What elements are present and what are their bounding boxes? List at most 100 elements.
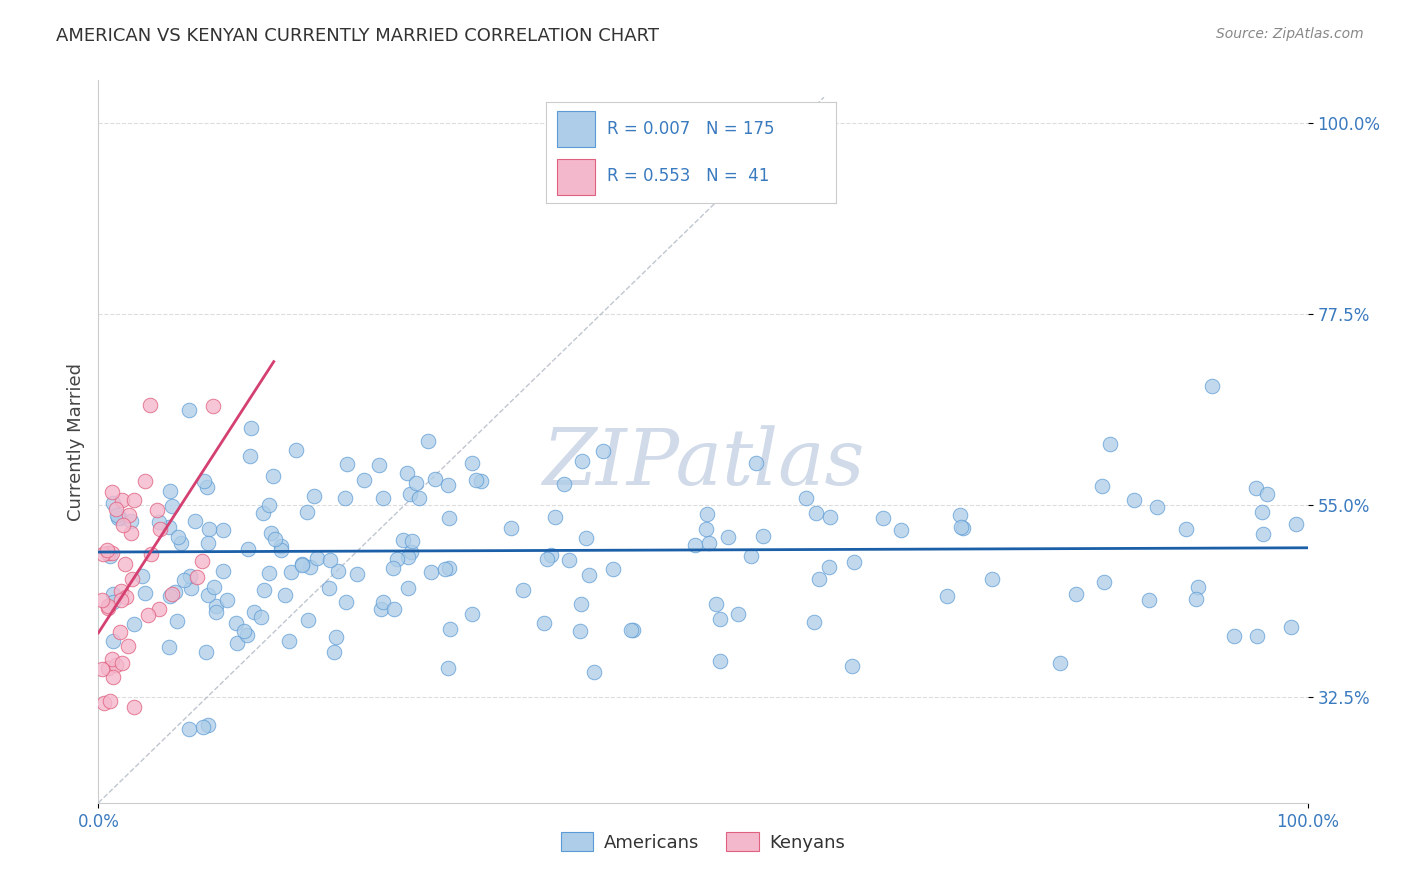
Point (575, 531, 598, 545)
Point (107, 511, 129, 525)
Point (177, 722, 200, 736)
Point (952, 520, 974, 534)
Point (295, 506, 318, 520)
Point (696, 507, 718, 521)
Point (716, 530, 738, 544)
Point (91, 662, 114, 676)
Point (233, 624, 256, 638)
Point (93, 696, 115, 710)
Point (465, 473, 488, 487)
Point (167, 530, 190, 544)
Point (136, 608, 159, 623)
Point (96, 543, 118, 558)
Point (302, 490, 325, 504)
Point (396, 466, 419, 480)
Point (173, 574, 195, 588)
Point (250, 610, 273, 624)
Point (277, 634, 299, 648)
Point (111, 492, 134, 507)
Point (569, 597, 592, 611)
Point (252, 582, 274, 597)
Point (512, 583, 534, 598)
Point (260, 525, 283, 540)
Point (212, 523, 235, 537)
Point (183, 515, 205, 529)
Point (398, 487, 420, 501)
Point (105, 658, 128, 673)
Point (949, 508, 972, 522)
Point (194, 644, 217, 658)
Point (416, 434, 439, 449)
Point (1201, 378, 1223, 392)
Point (398, 549, 420, 564)
Point (148, 516, 170, 530)
Point (569, 624, 592, 638)
Point (583, 665, 606, 679)
Point (794, 491, 817, 506)
Point (235, 628, 257, 642)
Point (818, 560, 841, 574)
Point (122, 617, 145, 632)
Point (499, 521, 522, 535)
Point (1279, 620, 1302, 634)
Point (1090, 478, 1112, 492)
Point (433, 562, 456, 576)
Point (239, 450, 262, 464)
Point (803, 615, 825, 630)
Point (385, 552, 408, 566)
Point (439, 561, 461, 575)
Point (752, 529, 775, 543)
Point (134, 474, 156, 488)
Point (91, 593, 114, 607)
Point (1122, 492, 1144, 507)
Point (325, 630, 347, 644)
Point (540, 548, 562, 562)
Text: ZIPatlas: ZIPatlas (541, 425, 865, 501)
Point (166, 614, 188, 628)
Point (179, 569, 201, 583)
Point (745, 457, 768, 471)
Point (1066, 587, 1088, 601)
Point (695, 522, 717, 536)
Point (134, 586, 156, 600)
Point (114, 590, 136, 604)
Point (981, 572, 1004, 586)
Point (197, 588, 219, 602)
Point (225, 615, 247, 630)
Point (97, 599, 120, 613)
Point (1049, 657, 1071, 671)
Point (139, 398, 162, 412)
Point (257, 566, 280, 580)
Point (553, 477, 575, 491)
Point (191, 720, 214, 734)
Point (346, 566, 368, 581)
Point (124, 492, 146, 507)
Point (110, 593, 132, 607)
Point (544, 510, 567, 524)
Point (252, 506, 274, 520)
Point (460, 607, 482, 621)
Point (121, 572, 143, 586)
Point (291, 558, 314, 572)
Point (111, 518, 134, 533)
Point (1174, 522, 1197, 536)
Point (198, 522, 221, 536)
Point (533, 616, 555, 631)
Point (333, 491, 356, 506)
Point (323, 645, 346, 659)
Point (319, 553, 342, 567)
Point (558, 552, 581, 566)
Point (97, 660, 120, 674)
Point (592, 443, 614, 458)
Point (950, 520, 973, 534)
Point (602, 562, 624, 576)
Point (1223, 630, 1246, 644)
Point (706, 597, 728, 611)
Point (1244, 481, 1267, 495)
Point (437, 510, 460, 524)
Point (371, 595, 394, 609)
Point (270, 540, 292, 554)
Point (180, 582, 202, 596)
Text: AMERICAN VS KENYAN CURRENTLY MARRIED CORRELATION CHART: AMERICAN VS KENYAN CURRENTLY MARRIED COR… (56, 27, 659, 45)
Point (101, 633, 124, 648)
